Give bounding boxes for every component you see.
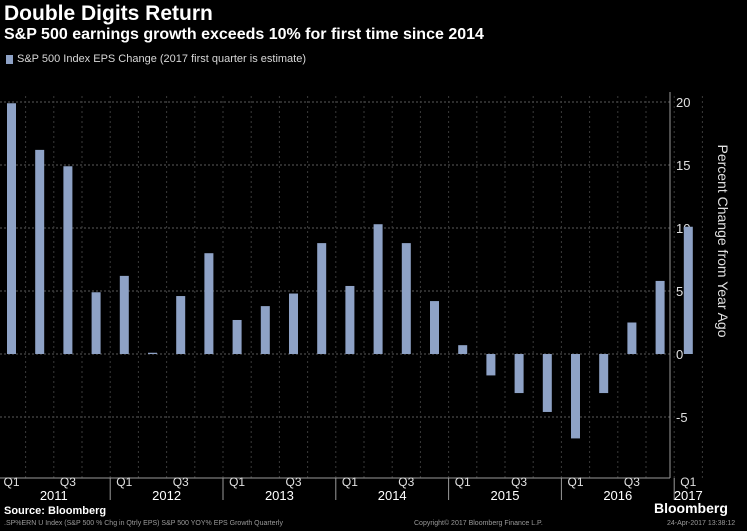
year-label: 2014: [378, 488, 407, 503]
footer-copyright: Copyright© 2017 Bloomberg Finance L.P.: [414, 520, 543, 527]
y-tick-label: -5: [676, 410, 688, 425]
bar: [204, 253, 214, 354]
bar: [401, 243, 411, 354]
bar: [7, 103, 16, 354]
year-label: 2011: [40, 488, 68, 503]
x-tick-label: Q3: [173, 475, 189, 489]
bar: [35, 149, 45, 354]
x-tick-label: Q1: [680, 475, 696, 489]
bar: [571, 354, 580, 439]
bar: [458, 345, 468, 354]
x-tick-label: Q3: [60, 475, 76, 489]
bar: [317, 243, 327, 354]
legend-label: S&P 500 Index EPS Change (2017 first qua…: [17, 53, 307, 65]
bar: [176, 296, 186, 354]
bar: [627, 322, 637, 354]
year-label: 2016: [603, 488, 632, 503]
footer-ticker-info: .SP%ERN U Index (S&P 500 % Chg in Qtrly …: [4, 520, 283, 527]
bar: [683, 226, 693, 354]
x-tick-label: Q3: [398, 475, 414, 489]
bar: [63, 166, 73, 354]
x-tick-label: Q3: [511, 475, 527, 489]
y-tick-label: 20: [676, 95, 690, 110]
y-axis-label: Percent Change from Year Ago: [715, 144, 731, 338]
bar: [599, 354, 609, 394]
bar: [373, 224, 383, 354]
y-tick-label: 15: [676, 158, 690, 173]
x-tick-label: Q1: [3, 475, 19, 489]
year-label: 2013: [265, 488, 294, 503]
x-tick-label: Q1: [116, 475, 132, 489]
legend: S&P 500 Index EPS Change (2017 first qua…: [6, 53, 306, 65]
bar: [148, 352, 157, 354]
bar: [655, 280, 665, 354]
x-tick-label: Q1: [229, 475, 245, 489]
bar: [260, 306, 270, 354]
bar: [514, 354, 524, 394]
x-tick-label: Q1: [342, 475, 358, 489]
bar: [289, 293, 298, 354]
y-axis-label-box: Percent Change from Year Ago: [700, 96, 746, 386]
bar: [91, 292, 101, 354]
x-tick-label: Q3: [285, 475, 301, 489]
bar: [542, 354, 552, 412]
year-label: 2017: [674, 488, 703, 503]
bar: [345, 285, 355, 354]
footer-timestamp: 24-Apr-2017 13:38:12: [667, 520, 736, 527]
x-tick-label: Q1: [567, 475, 583, 489]
chart-title: Double Digits Return: [4, 2, 213, 25]
bar: [232, 319, 242, 354]
y-tick-label: 5: [676, 284, 683, 299]
bar: [486, 354, 496, 376]
x-tick-label: Q1: [455, 475, 471, 489]
year-label: 2015: [491, 488, 520, 503]
bar: [430, 301, 439, 354]
x-tick-label: Q3: [624, 475, 640, 489]
year-label: 2012: [152, 488, 181, 503]
y-tick-label: 0: [676, 347, 683, 362]
legend-swatch: [6, 54, 13, 64]
bloomberg-logo: Bloomberg: [654, 500, 728, 516]
source-note: Source: Bloomberg: [4, 505, 107, 517]
chart-subtitle: S&P 500 earnings growth exceeds 10% for …: [4, 26, 484, 43]
bar: [119, 275, 129, 354]
